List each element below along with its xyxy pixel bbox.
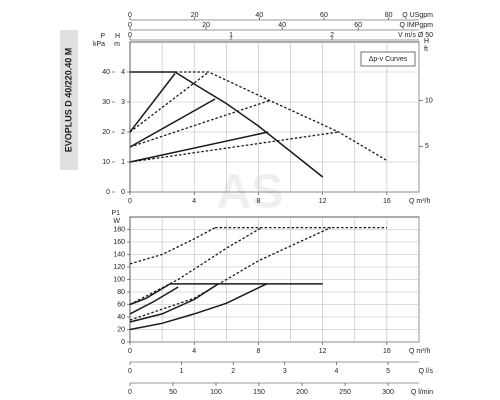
secondary-tick-label: 300	[382, 389, 394, 396]
chart-title: EVOPLUS D 40/220.40 M	[63, 48, 73, 153]
secondary-axis-label: V m/s Ø 50	[398, 32, 433, 39]
secondary-tick-label: 0	[128, 389, 132, 396]
secondary-axis-label: Q USgpm	[402, 12, 433, 19]
curve	[129, 131, 269, 163]
y3-tick-label: 0	[106, 189, 110, 196]
x-tick-label: 16	[383, 198, 391, 205]
y-tick-label: 4	[121, 69, 125, 76]
secondary-tick-label: 20	[202, 22, 210, 29]
x-tick-label: 16	[383, 348, 391, 355]
y3-tick-label: 40	[102, 69, 110, 76]
title-box	[60, 30, 78, 170]
y-tick-label: 100	[113, 276, 125, 283]
y3-tick-label: 30	[102, 99, 110, 106]
curve	[129, 227, 216, 265]
y-tick-label: 20	[117, 326, 125, 333]
secondary-axis-label: Q l/min	[411, 389, 433, 396]
secondary-axis-label: Q IMPgpm	[400, 22, 434, 29]
secondary-tick-label: 0	[128, 12, 132, 19]
x-tick-label: 0	[128, 348, 132, 355]
secondary-tick-label: 100	[210, 389, 222, 396]
secondary-tick-label: 5	[386, 368, 390, 375]
y3-tick-label: 20	[102, 129, 110, 136]
secondary-tick-label: 60	[354, 22, 362, 29]
x-tick-label: 8	[256, 348, 260, 355]
y-tick-label: 40	[117, 314, 125, 321]
curve	[175, 71, 388, 162]
y-axis-label: P1 W	[111, 210, 120, 225]
secondary-tick-label: 1	[229, 32, 233, 39]
x-tick-label: 4	[192, 198, 196, 205]
secondary-tick-label: 200	[296, 389, 308, 396]
secondary-tick-label: 40	[278, 22, 286, 29]
y3-tick-label: 10	[102, 159, 110, 166]
curve	[129, 286, 179, 315]
y2-tick-label: 10	[425, 97, 433, 104]
secondary-tick-label: 150	[253, 389, 265, 396]
secondary-tick-label: 0	[128, 368, 132, 375]
y-tick-label: 0	[121, 189, 125, 196]
curve	[129, 71, 210, 133]
secondary-tick-label: 1	[180, 368, 184, 375]
secondary-tick-label: 80	[385, 12, 393, 19]
y-tick-label: 80	[117, 289, 125, 296]
curve	[129, 99, 270, 148]
x-tick-label: 12	[319, 198, 327, 205]
secondary-tick-label: 40	[255, 12, 263, 19]
y-tick-label: 2	[121, 129, 125, 136]
curve	[129, 227, 331, 321]
y-tick-label: 120	[113, 264, 125, 271]
secondary-tick-label: 2	[330, 32, 334, 39]
x-tick-label: 0	[128, 198, 132, 205]
secondary-tick-label: 4	[334, 368, 338, 375]
curve	[129, 73, 176, 133]
curve	[129, 131, 339, 163]
secondary-tick-label: 50	[169, 389, 177, 396]
annotation: Δp-v Curves	[369, 56, 408, 63]
secondary-tick-label: 2	[231, 368, 235, 375]
secondary-tick-label: 0	[128, 22, 132, 29]
y2-tick-label: 5	[425, 143, 429, 150]
y-tick-label: 3	[121, 99, 125, 106]
secondary-tick-label: 250	[339, 389, 351, 396]
y-tick-label: 140	[113, 251, 125, 258]
secondary-axis-label: Q l/s	[419, 368, 434, 375]
y-tick-label: 160	[113, 239, 125, 246]
secondary-tick-label: 0	[128, 32, 132, 39]
secondary-tick-label: 20	[191, 12, 199, 19]
y-tick-label: 180	[113, 226, 125, 233]
x-tick-label: 4	[192, 348, 196, 355]
x-axis-label: Q m³/h	[409, 348, 430, 355]
curve	[129, 283, 267, 331]
y-tick-label: 1	[121, 159, 125, 166]
y-tick-label: 60	[117, 301, 125, 308]
annotation-box	[360, 51, 416, 67]
y-tick-label: 0	[121, 339, 125, 346]
x-tick-label: 8	[256, 198, 260, 205]
x-axis-label: Q m³/h	[409, 198, 430, 205]
secondary-tick-label: 3	[283, 368, 287, 375]
curve	[129, 98, 216, 148]
secondary-tick-label: 60	[320, 12, 328, 19]
curve	[129, 227, 263, 306]
x-tick-label: 12	[319, 348, 327, 355]
